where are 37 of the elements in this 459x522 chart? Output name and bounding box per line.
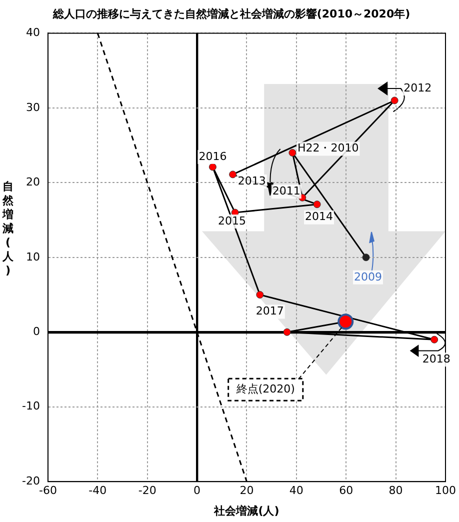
annotation: 2009	[354, 270, 382, 284]
annotation: 2017	[256, 304, 284, 318]
y-tick-label: 10	[26, 250, 40, 264]
annotation: 2013	[238, 174, 266, 188]
y-tick-label: 20	[26, 176, 40, 189]
point	[208, 163, 216, 171]
y-tick-label: 0	[32, 324, 40, 338]
annotation: 2016	[198, 150, 227, 163]
x-tick-label: -40	[88, 484, 107, 498]
annotation: 2011	[272, 184, 300, 198]
point	[283, 328, 291, 336]
x-tick-label: -60	[38, 484, 57, 498]
annotation: 2014	[305, 210, 334, 224]
point	[288, 149, 296, 157]
chart-title: 総人口の推移に与えてきた自然増減と社会増減の影響(2010～2020年)	[52, 7, 410, 20]
point	[313, 200, 321, 208]
y-tick-label: 30	[26, 100, 40, 114]
annotation: 2015	[218, 214, 246, 228]
x-tick-label: 100	[435, 484, 456, 498]
x-tick-label: 80	[388, 484, 403, 498]
annotation: 2018	[422, 352, 450, 366]
x-tick-label: -20	[138, 484, 156, 498]
x-axis-title: 社会増減(人)	[213, 504, 280, 518]
x-tick-label: 0	[194, 484, 201, 498]
point	[229, 170, 237, 178]
y-tick-label: 40	[26, 26, 40, 40]
y-axis-title: 自然増減(人)	[1, 180, 14, 278]
annotation: 2012	[404, 81, 432, 94]
y-tick-label: -20	[22, 474, 40, 488]
annotation: 終点(2020)	[235, 382, 295, 396]
x-tick-label: 40	[289, 484, 304, 498]
y-tick-label: -10	[22, 400, 40, 413]
point	[256, 291, 264, 299]
annotation: H22・2010	[297, 142, 359, 155]
x-tick-label: 60	[339, 484, 354, 498]
point	[362, 254, 370, 262]
x-tick-label: 20	[240, 484, 254, 498]
